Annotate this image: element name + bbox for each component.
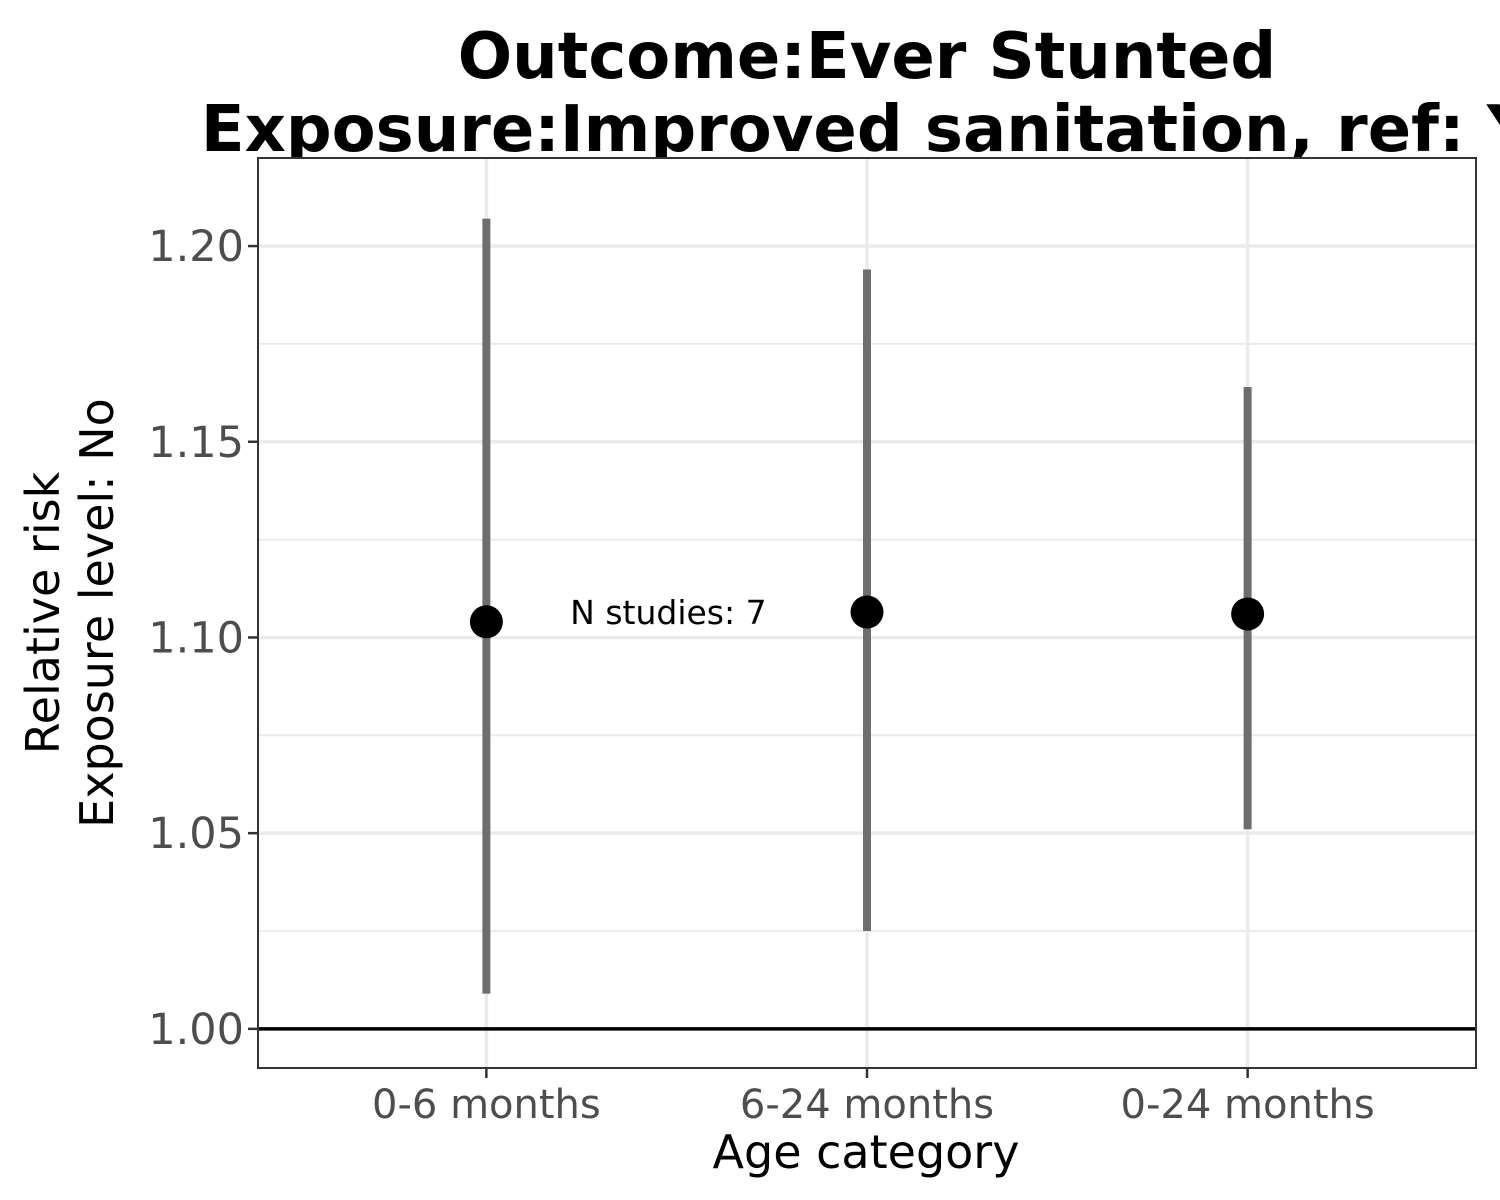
estimate-point: [1231, 597, 1265, 631]
y-tick-label: 1.10: [148, 613, 244, 663]
x-tick-label: 0-6 months: [372, 1082, 601, 1128]
estimate-point: [469, 605, 503, 639]
x-axis: 0-6 months 6-24 months 0-24 months: [372, 1068, 1375, 1128]
y-tick-label: 1.20: [148, 222, 244, 272]
n-studies-annotation: N studies: 7: [570, 593, 766, 632]
y-tick-label: 1.00: [148, 1005, 244, 1055]
points: [469, 595, 1265, 639]
chart-title-line-1: Outcome:Ever Stunted: [458, 20, 1276, 94]
estimate-point: [850, 595, 884, 629]
y-tick-label: 1.05: [148, 809, 244, 859]
x-tick-label: 0-24 months: [1121, 1082, 1375, 1128]
x-axis-title: Age category: [713, 1125, 1020, 1179]
x-tick-label: 6-24 months: [740, 1082, 994, 1128]
y-axis-title-line-1: Relative risk: [16, 471, 70, 754]
chart-title-line-2: Exposure:Improved sanitation, ref: Y: [201, 93, 1500, 167]
y-tick-label: 1.15: [148, 418, 244, 468]
y-axis-title-line-2: Exposure level: No: [70, 398, 124, 828]
y-axis: 1.00 1.05 1.10 1.15 1.20: [148, 222, 258, 1055]
